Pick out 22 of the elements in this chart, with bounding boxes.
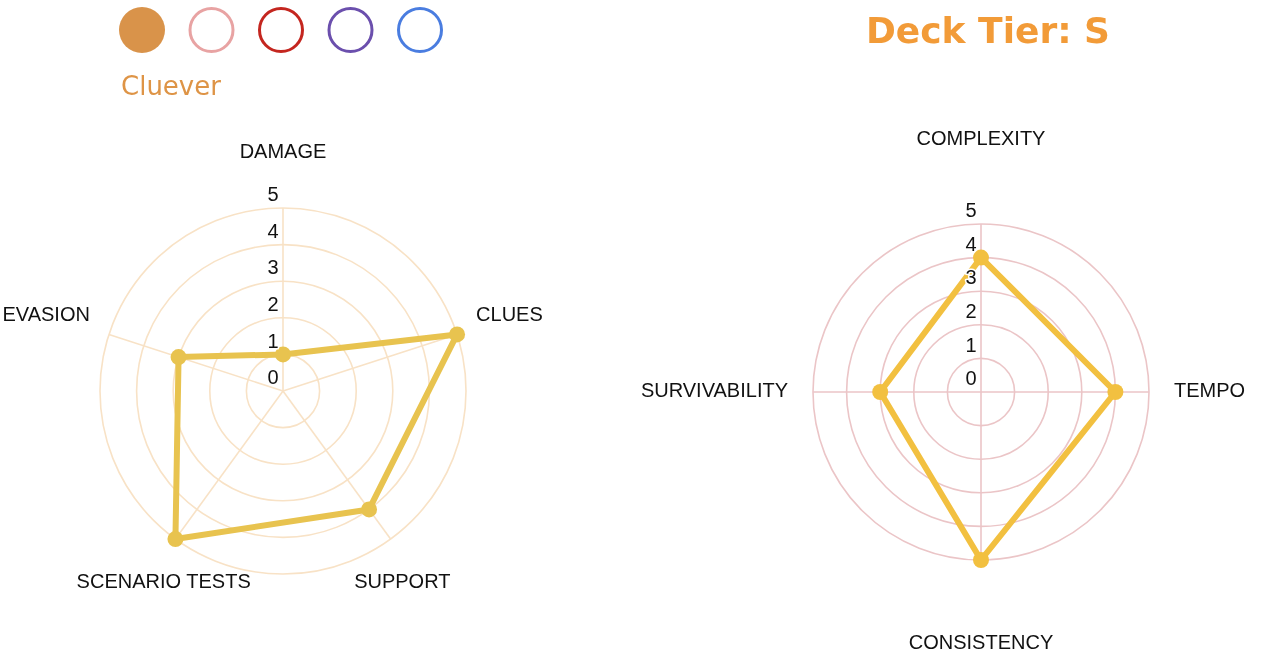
spoke-label: COMPLEXITY [916, 127, 1046, 150]
y-tick-label: 4 [267, 219, 279, 242]
spoke-label: SCENARIO TESTS [76, 570, 251, 593]
y-tick-label: 5 [965, 199, 977, 222]
spoke-label: DAMAGE [239, 140, 327, 163]
y-tick-label: 0 [267, 366, 279, 389]
spoke-label: CONSISTENCY [908, 631, 1054, 654]
spoke-label: SURVIVABILITY [640, 379, 788, 402]
y-tick-label: 2 [965, 300, 977, 323]
spoke-label: EVASION [2, 303, 90, 326]
y-tick-label: 1 [267, 329, 279, 352]
spoke-label: TEMPO [1174, 379, 1246, 402]
spoke-label: CLUES [476, 303, 543, 326]
chart-title: Deck Tier: S [865, 10, 1111, 51]
y-tick-label: 3 [267, 256, 279, 279]
spoke-label: SUPPORT [354, 570, 451, 593]
y-tick-label: 1 [965, 333, 977, 356]
y-tick-label: 0 [965, 367, 977, 390]
y-tick-label: 2 [267, 293, 279, 316]
y-tick-label: 4 [965, 232, 977, 255]
chart-title: Cluever [121, 70, 222, 101]
y-tick-label: 5 [267, 183, 279, 206]
